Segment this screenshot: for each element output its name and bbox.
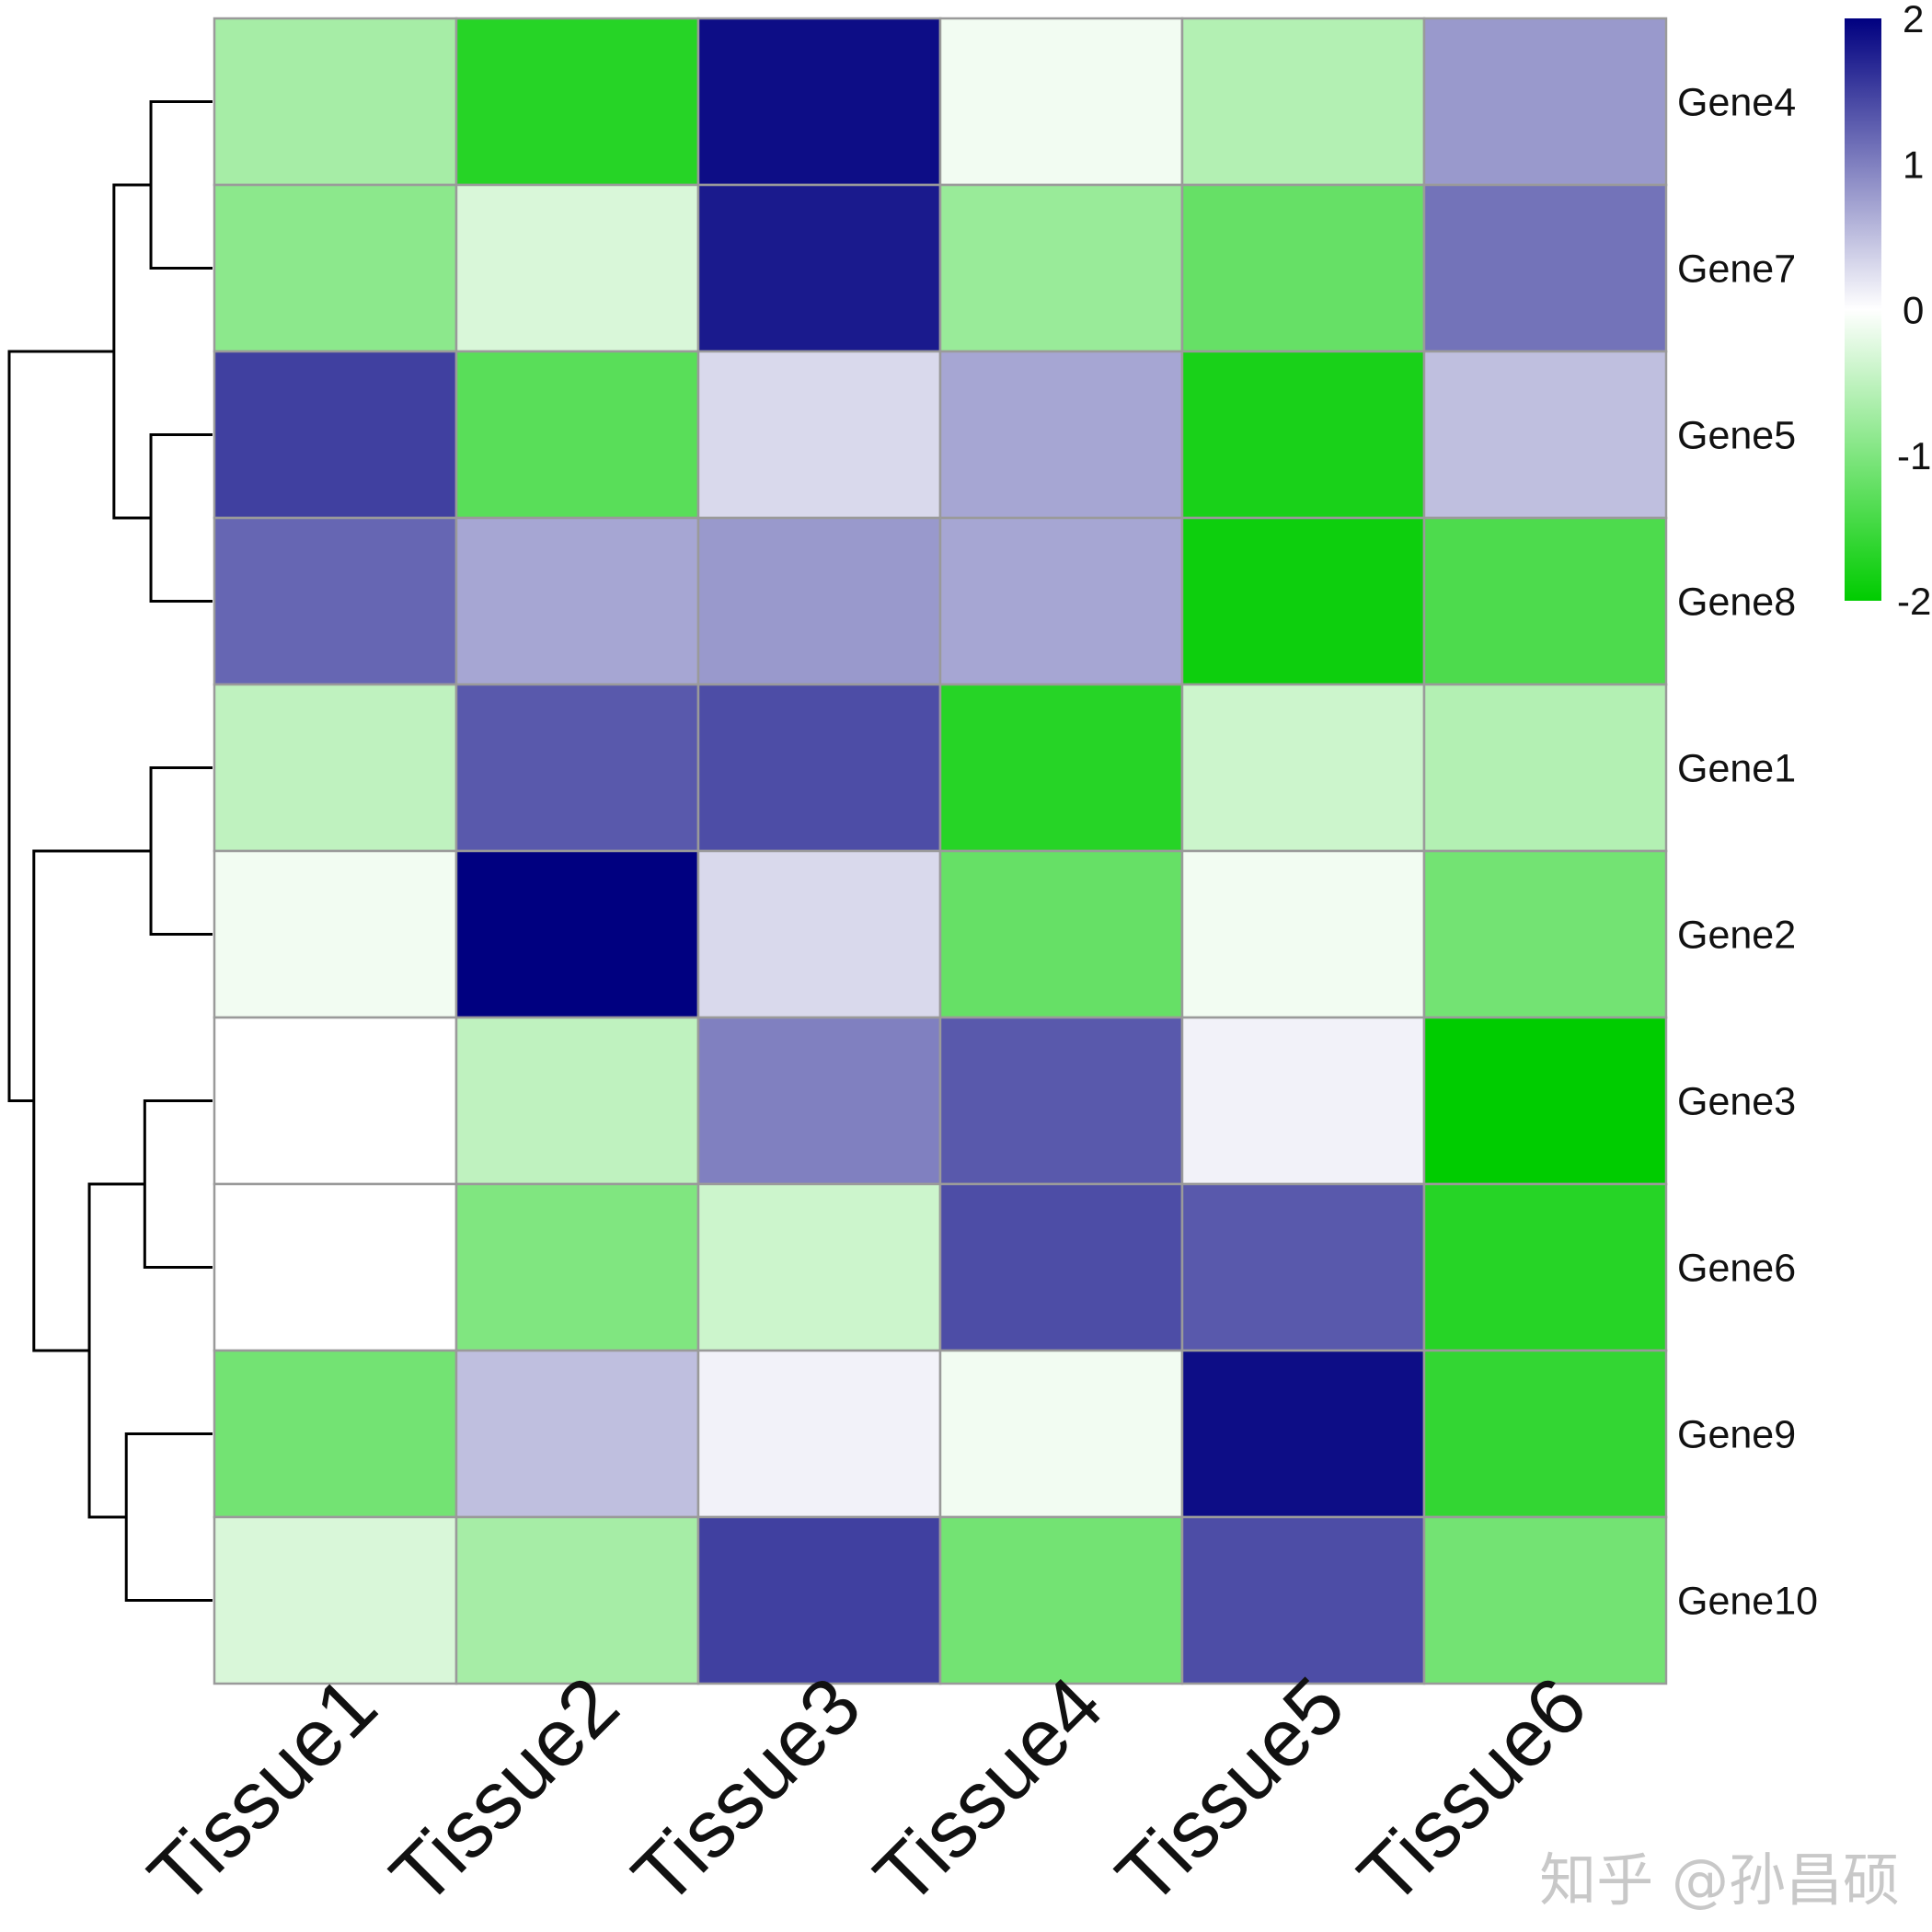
row-label: Gene7 xyxy=(1677,247,1796,292)
heatmap-cell xyxy=(1422,350,1668,520)
column-label: Tissue5 xyxy=(1098,1659,1362,1922)
heatmap-cell xyxy=(1422,683,1668,853)
row-label: Gene6 xyxy=(1677,1247,1796,1291)
dendrogram-branch xyxy=(112,183,152,520)
heatmap-cell xyxy=(454,17,700,187)
heatmap-cell xyxy=(454,1016,700,1186)
heatmap-cell xyxy=(696,1515,942,1685)
heatmap-cell xyxy=(454,849,700,1019)
heatmap-cell xyxy=(938,849,1184,1019)
heatmap-cell xyxy=(1422,1349,1668,1519)
heatmap-cell xyxy=(213,1182,458,1352)
heatmap-cell xyxy=(1180,1349,1426,1519)
dendrogram-branch xyxy=(7,350,114,1102)
row-label: Gene1 xyxy=(1677,747,1796,791)
heatmap-cell xyxy=(696,683,942,853)
row-label: Gene4 xyxy=(1677,81,1796,125)
heatmap-cell xyxy=(213,1016,458,1186)
heatmap-cell xyxy=(938,183,1184,353)
color-legend: 2 1 0 -1 -2 xyxy=(1845,0,1931,623)
column-label: Tissue3 xyxy=(615,1659,878,1922)
heatmap-cell xyxy=(696,849,942,1019)
heatmap-cell xyxy=(1180,1016,1426,1186)
column-label: Tissue2 xyxy=(373,1659,636,1922)
heatmap-cell xyxy=(938,683,1184,853)
heatmap-cell xyxy=(454,1515,700,1685)
heatmap-cells xyxy=(213,17,1668,1685)
legend-tick-label: 2 xyxy=(1903,0,1924,40)
watermark-text: 知乎 @孙昌硕 xyxy=(1539,1846,1900,1914)
row-label: Gene9 xyxy=(1677,1413,1796,1457)
legend-tick-label: 1 xyxy=(1903,143,1924,186)
dendrogram-branch xyxy=(149,100,213,270)
heatmap-cell xyxy=(938,1349,1184,1519)
heatmap-cell xyxy=(1180,516,1426,686)
row-labels: Gene4 Gene7 Gene5 Gene8 Gene1 Gene2 Gene3 Gene6… xyxy=(1677,81,1818,1624)
heatmap-cell xyxy=(213,1349,458,1519)
heatmap-cell xyxy=(213,849,458,1019)
heatmap-cell xyxy=(1422,183,1668,353)
legend-tick-label: 0 xyxy=(1903,289,1924,332)
heatmap-cell xyxy=(213,183,458,353)
heatmap-cell xyxy=(696,17,942,187)
heatmap-cell xyxy=(213,17,458,187)
row-label: Gene8 xyxy=(1677,581,1796,625)
legend-tick-label: -1 xyxy=(1897,434,1931,477)
heatmap-cell xyxy=(454,350,700,520)
heatmap-cell xyxy=(454,516,700,686)
heatmap-cell xyxy=(213,350,458,520)
row-label: Gene2 xyxy=(1677,914,1796,958)
heatmap-cell xyxy=(454,1349,700,1519)
heatmap-cell xyxy=(1180,1515,1426,1685)
dendrogram-branch xyxy=(124,1432,213,1602)
row-label: Gene5 xyxy=(1677,414,1796,458)
dendrogram-branch xyxy=(149,766,213,936)
heatmap-cell xyxy=(1422,1515,1668,1685)
heatmap-cell xyxy=(213,1515,458,1685)
heatmap-cell xyxy=(696,350,942,520)
heatmap-cell xyxy=(1422,849,1668,1019)
heatmap-cell xyxy=(696,1016,942,1186)
heatmap-cell xyxy=(696,183,942,353)
row-label: Gene10 xyxy=(1677,1580,1818,1624)
heatmap-cell xyxy=(938,350,1184,520)
column-label: Tissue1 xyxy=(131,1659,394,1922)
heatmap-cell xyxy=(938,516,1184,686)
heatmap-cell xyxy=(454,1182,700,1352)
legend-tick-label: -2 xyxy=(1897,580,1931,623)
heatmap-cell xyxy=(1422,1182,1668,1352)
heatmap-cell xyxy=(213,516,458,686)
heatmap-cell xyxy=(1180,683,1426,853)
column-label: Tissue4 xyxy=(857,1659,1120,1922)
dendrogram-branch xyxy=(87,1182,145,1519)
heatmap-cell xyxy=(938,1182,1184,1352)
heatmap-cell xyxy=(1422,516,1668,686)
heatmap-cell xyxy=(938,1016,1184,1186)
row-label: Gene3 xyxy=(1677,1080,1796,1124)
heatmap-cell xyxy=(1180,17,1426,187)
heatmap-cell xyxy=(1180,183,1426,353)
heatmap-cell xyxy=(938,17,1184,187)
dendrogram-branch xyxy=(32,849,152,1352)
heatmap-cell xyxy=(454,683,700,853)
row-dendrogram xyxy=(7,100,213,1602)
heatmap-cell xyxy=(1180,849,1426,1019)
heatmap-cell xyxy=(213,683,458,853)
heatmap-cell xyxy=(696,1349,942,1519)
heatmap-cell xyxy=(696,1182,942,1352)
heatmap-cell xyxy=(1422,17,1668,187)
dendrogram-branch xyxy=(143,1099,213,1269)
heatmap-cell xyxy=(1180,350,1426,520)
heatmap-cell xyxy=(1180,1182,1426,1352)
column-labels: Tissue1Tissue2Tissue3Tissue4Tissue5Tissu… xyxy=(131,1659,1604,1922)
heatmap-cell xyxy=(938,1515,1184,1685)
dendrogram-branch xyxy=(149,433,213,603)
legend-colorbar xyxy=(1845,18,1881,601)
heatmap-cell xyxy=(454,183,700,353)
heatmap-cell xyxy=(1422,1016,1668,1186)
heatmap-cell xyxy=(696,516,942,686)
